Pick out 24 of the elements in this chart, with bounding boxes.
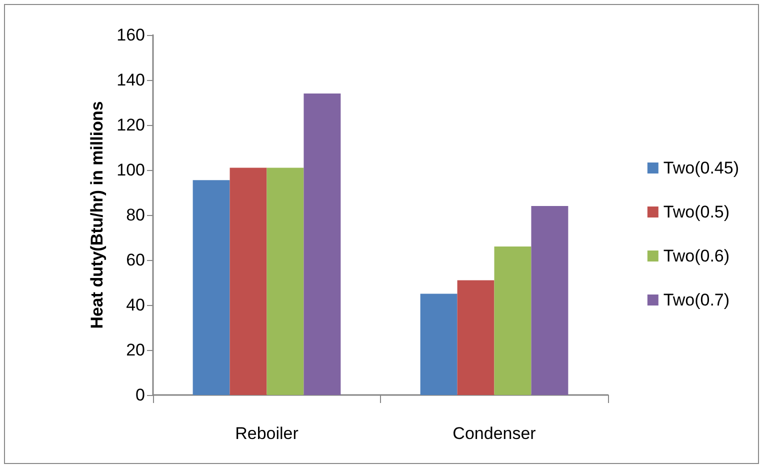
legend-label: Two(0.7) (663, 290, 730, 310)
bar (494, 246, 532, 395)
bar (230, 168, 267, 395)
y-tick-label: 120 (116, 116, 145, 134)
legend-label: Two(0.6) (663, 246, 730, 266)
legend-label: Two(0.5) (663, 202, 730, 222)
y-tick-label: 60 (126, 250, 145, 270)
bar (266, 168, 304, 395)
y-tick-label: 20 (126, 340, 145, 360)
y-tick-label: 80 (126, 206, 145, 224)
y-tick-label: 0 (136, 386, 145, 404)
y-tick-label: 40 (126, 296, 145, 314)
legend-label: Two(0.45) (663, 158, 740, 178)
bar (457, 280, 494, 395)
y-tick-label: 160 (116, 26, 145, 44)
bar (531, 206, 568, 395)
x-tick-label: Condenser (452, 424, 536, 443)
y-tick-label: 100 (116, 160, 145, 180)
bar (420, 294, 458, 395)
bar (192, 180, 230, 395)
x-tick-label: Reboiler (235, 424, 299, 443)
y-axis-title: Heat duty(Btu/hr) in millions (88, 101, 107, 329)
y-tick-label: 140 (116, 70, 145, 90)
bar (304, 94, 341, 395)
